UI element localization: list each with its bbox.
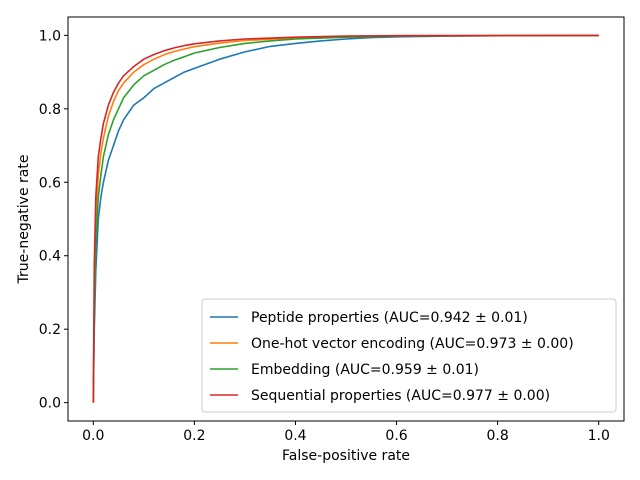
y-axis-ticks: 0.0 0.2 0.4 0.6 0.8 1.0 <box>39 28 68 412</box>
x-axis-ticks: 0.0 0.2 0.4 0.6 0.8 1.0 <box>82 421 610 444</box>
legend-label: Embedding (AUC=0.959 ± 0.01) <box>251 362 479 378</box>
x-tick-label: 0.2 <box>183 428 205 444</box>
x-tick-label: 0.4 <box>284 428 306 444</box>
x-tick-label: 0.8 <box>487 428 509 444</box>
series-line-1 <box>92 34 599 403</box>
legend-label: Peptide properties (AUC=0.942 ± 0.01) <box>251 310 528 326</box>
series-line-4 <box>92 34 599 403</box>
y-tick-label: 0.4 <box>39 249 61 265</box>
legend-box <box>201 298 617 413</box>
legend: Peptide properties (AUC=0.942 ± 0.01) One… <box>201 298 617 413</box>
y-tick-label: 0.2 <box>39 322 61 338</box>
y-axis-label: True-negative rate <box>16 155 32 285</box>
y-tick-label: 0.8 <box>39 102 61 118</box>
series-line-2 <box>92 34 599 403</box>
x-tick-label: 0.0 <box>82 428 104 444</box>
plot-frame <box>67 16 625 422</box>
plot-lines <box>92 34 599 403</box>
y-tick-label: 0.6 <box>39 175 61 191</box>
legend-label: One-hot vector encoding (AUC=0.973 ± 0.0… <box>251 336 574 352</box>
x-tick-label: 0.6 <box>385 428 407 444</box>
y-tick-label: 1.0 <box>39 28 61 44</box>
y-tick-label: 0.0 <box>39 396 61 412</box>
x-axis-label: False-positive rate <box>282 448 410 464</box>
series-line-3 <box>92 34 599 403</box>
x-tick-label: 1.0 <box>588 428 610 444</box>
legend-label: Sequential properties (AUC=0.977 ± 0.00) <box>251 388 550 404</box>
